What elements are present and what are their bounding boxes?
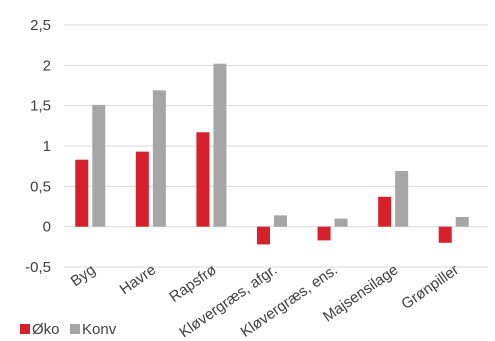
legend-label-oko: Øko	[32, 321, 60, 338]
y-tick-label: 2	[43, 57, 51, 74]
y-axis-ticks: 2,5 2 1,5 1 0,5 0 -0,5	[25, 17, 51, 276]
x-category-label: Grønpiller	[398, 261, 462, 313]
legend-swatch-konv	[70, 324, 80, 334]
y-tick-label: 1,5	[30, 98, 51, 115]
bar-oko	[438, 226, 452, 243]
legend-label-konv: Konv	[82, 321, 117, 338]
bar-oko	[75, 159, 89, 227]
bar-konv	[92, 104, 106, 227]
bar-konv	[455, 216, 469, 227]
bar-oko	[135, 151, 149, 227]
x-category-label: Byg	[68, 261, 99, 290]
bar-konv	[395, 171, 409, 227]
y-tick-label: 0,5	[30, 178, 51, 195]
bar-konv	[274, 215, 287, 227]
bars	[75, 63, 469, 245]
bar-konv	[213, 63, 227, 227]
bar-oko	[317, 226, 331, 241]
legend-swatch-oko	[20, 324, 30, 334]
bar-oko	[378, 196, 392, 227]
y-tick-label: 1	[43, 138, 51, 155]
gridlines	[64, 24, 488, 268]
x-category-label: Rapsfrø	[166, 261, 219, 306]
bar-konv	[152, 90, 166, 227]
legend: Øko Konv	[20, 321, 117, 338]
y-tick-label: 0	[43, 219, 51, 236]
bar-oko	[257, 226, 270, 245]
bar-konv	[334, 218, 348, 227]
y-tick-label: 2,5	[30, 17, 51, 34]
y-tick-label: -0,5	[25, 259, 51, 276]
bar-oko	[196, 132, 210, 227]
